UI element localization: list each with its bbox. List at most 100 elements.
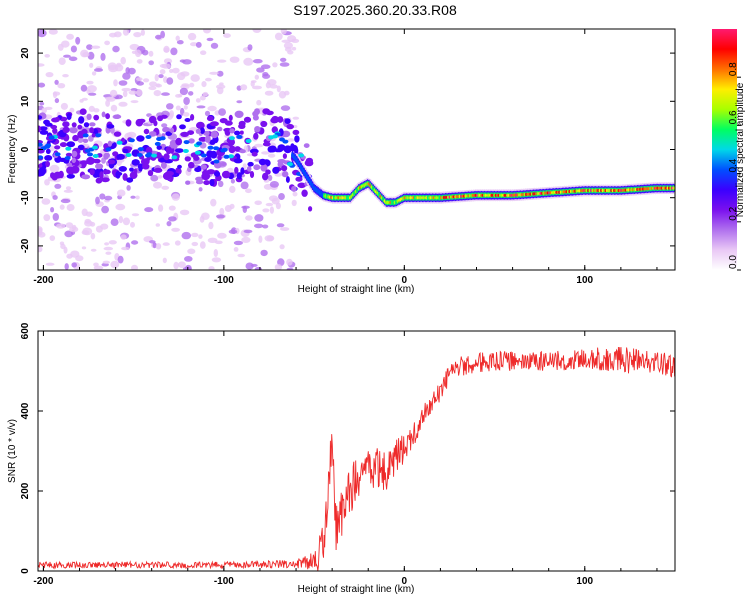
spectrogram-noise-blob — [183, 105, 188, 110]
spectrogram-noise-blob — [267, 153, 276, 158]
spectrogram-noise-blob — [121, 246, 130, 251]
spectrogram-noise-blob — [41, 198, 51, 205]
spectrogram-noise-blob — [155, 83, 163, 88]
spectrogram-band-blob — [147, 170, 154, 177]
spectrogram-noise-blob — [113, 79, 118, 87]
spectrogram-noise-blob — [269, 84, 278, 89]
spectrogram-noise-blob — [261, 151, 270, 155]
spectrogram-band-blob — [138, 118, 146, 123]
spectrogram-noise-blob — [169, 69, 174, 73]
spectrogram-noise-blob — [60, 243, 66, 250]
spectrogram-band-blob — [272, 166, 280, 174]
snr-panel: -200 -100 0 100 0 200 400 600 Height of straig… — [7, 322, 676, 595]
spectrogram-noise-blob — [108, 240, 117, 245]
spectrogram-noise-blob — [224, 205, 232, 212]
spectrogram-band-blob — [285, 176, 290, 183]
spectrogram-noise-blob — [161, 92, 170, 96]
spectrogram-noise-blob — [89, 221, 96, 227]
spectrogram-band-blob — [221, 170, 231, 179]
spectrogram-band-blob — [59, 142, 68, 148]
spectrogram-noise-blob — [70, 250, 80, 258]
spectrogram-band-blob — [54, 117, 60, 122]
spectrogram-noise-blob — [116, 62, 122, 68]
spectrogram-band-blob — [129, 167, 134, 172]
spectrogram-band-blob — [44, 122, 53, 127]
spectrogram-band-blob — [116, 153, 125, 160]
spectrogram-band-blob — [210, 130, 219, 139]
spectrogram-noise-blob — [99, 193, 106, 200]
spectrogram-noise-blob — [118, 80, 128, 86]
spectrogram-band-blob — [217, 155, 222, 161]
spectrogram-band-blob — [95, 177, 103, 184]
spectrogram-band-blob — [262, 142, 271, 147]
spectrogram-noise-blob — [122, 90, 128, 98]
spectrogram-noise-blob — [219, 207, 225, 216]
spectrogram-band-blob — [282, 153, 287, 159]
spectrogram-noise-blob — [81, 208, 88, 217]
spectrogram-noise-blob — [157, 175, 163, 179]
snr-y-tick-label: 400 — [20, 402, 31, 419]
spectrogram-noise-blob — [149, 81, 157, 87]
spectrogram-noise-blob — [64, 230, 74, 238]
spectrogram-noise-blob — [202, 91, 209, 97]
spectrogram-peak-blob — [84, 148, 91, 153]
spectrogram-noise-blob — [49, 164, 60, 173]
spectrogram-noise-blob — [161, 123, 168, 128]
spectrogram-noise-blob — [140, 29, 145, 36]
spectrogram-peak-blob — [82, 133, 89, 138]
spectrogram-band-blob — [234, 110, 244, 119]
spectrogram-band-blob — [274, 148, 283, 153]
spectrogram-band-blob — [201, 172, 211, 181]
spectrogram-peak-blob — [207, 145, 214, 150]
spectrogram-noise-blob — [112, 45, 120, 53]
spectrogram-band-blob — [65, 152, 73, 157]
spectrogram-x-tick-label: -100 — [214, 275, 234, 286]
spectrogram-band-blob — [51, 173, 58, 181]
spectrogram-noise-blob — [208, 266, 215, 270]
spectrogram-noise-blob — [252, 85, 262, 90]
spectrogram-noise-blob — [93, 262, 99, 267]
spectrogram-noise-blob — [150, 174, 159, 182]
spectrogram-band-blob — [233, 158, 243, 164]
spectrogram-noise-blob — [158, 74, 164, 79]
spectrogram-peak-blob — [92, 154, 99, 158]
spectrogram-band-blob — [163, 153, 170, 161]
spectrogram-noise-blob — [69, 226, 79, 233]
spectrogram-noise-blob — [80, 49, 89, 58]
spectrogram-noise-blob — [214, 240, 223, 245]
spectrogram-noise-blob — [247, 44, 253, 51]
spectrogram-noise-blob — [217, 232, 227, 239]
spectrogram-noise-blob — [89, 62, 94, 68]
spectrogram-noise-blob — [184, 256, 193, 262]
spectrogram-band-blob — [254, 108, 260, 115]
spectrogram-peak-blob — [171, 155, 178, 160]
spectrogram-noise-blob — [120, 56, 126, 65]
spectrogram-noise-blob — [66, 33, 74, 40]
spectrogram-noise-blob — [70, 45, 77, 53]
spectrogram-noise-blob — [100, 223, 109, 230]
spectrogram-noise-blob — [122, 72, 131, 80]
spectrogram-peak-blob — [213, 146, 220, 151]
spectrogram-noise-blob — [153, 90, 162, 97]
spectrogram-noise-blob — [182, 112, 190, 117]
spectrogram-noise-blob — [278, 193, 285, 200]
spectrogram-band-blob — [234, 130, 241, 136]
spectrogram-noise-blob — [81, 246, 87, 250]
spectrogram-band-blob — [251, 151, 258, 157]
spectrogram-noise-blob — [135, 195, 140, 200]
spectrogram-noise-blob — [58, 57, 66, 65]
spectrogram-noise-blob — [91, 45, 101, 49]
spectrogram-noise-blob — [127, 67, 136, 75]
spectrogram-noise-blob — [254, 143, 264, 148]
spectrogram-x-axis-label: Height of straight line (km) — [298, 284, 415, 295]
spectrogram-noise-blob — [266, 235, 274, 241]
spectrogram-peak-blob — [125, 153, 132, 157]
spectrogram-band-blob — [254, 126, 261, 133]
spectrogram-noise-blob — [262, 72, 269, 77]
spectrogram-band-blob — [62, 126, 70, 133]
spectrogram-noise-blob — [233, 247, 239, 252]
spectrogram-band-blob — [81, 128, 88, 135]
spectrogram-peak-blob — [279, 137, 285, 142]
spectrogram-noise-blob — [105, 99, 110, 107]
spectrogram-noise-blob — [181, 83, 190, 87]
